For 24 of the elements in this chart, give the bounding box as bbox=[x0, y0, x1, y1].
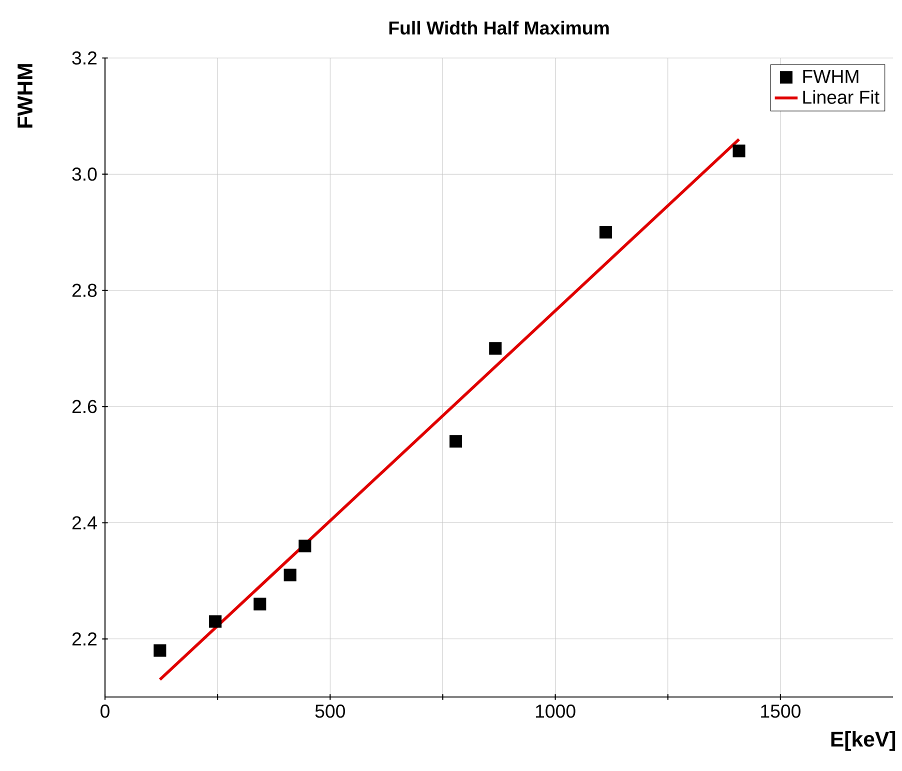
chart-title: Full Width Half Maximum bbox=[389, 20, 609, 35]
y-tick-label: 2.2 bbox=[72, 632, 97, 646]
y-tick-label: 2.8 bbox=[72, 284, 97, 297]
y-tick-label: 2.6 bbox=[72, 400, 97, 414]
x-tick-label: 1000 bbox=[536, 704, 576, 718]
legend-label: Linear Fit bbox=[803, 90, 880, 104]
y-tick-label: 3.0 bbox=[72, 168, 97, 181]
y-tick-label: 3.2 bbox=[72, 51, 97, 65]
y-axis-title: FWHM bbox=[18, 64, 32, 128]
point bbox=[489, 342, 502, 355]
point bbox=[254, 598, 266, 610]
x-tick-label: 1500 bbox=[761, 704, 800, 718]
point bbox=[298, 540, 312, 552]
point bbox=[209, 615, 222, 628]
x-tick-label: 500 bbox=[315, 704, 345, 718]
point bbox=[732, 144, 746, 158]
point bbox=[599, 226, 612, 239]
x-tick-label: 0 bbox=[100, 704, 110, 718]
legend-label: FWHM bbox=[803, 70, 858, 83]
point bbox=[284, 568, 296, 582]
point bbox=[450, 435, 462, 448]
point bbox=[154, 644, 166, 657]
x-axis-title: E[keV] bbox=[831, 731, 896, 751]
y-tick-label: 2.4 bbox=[72, 516, 97, 530]
